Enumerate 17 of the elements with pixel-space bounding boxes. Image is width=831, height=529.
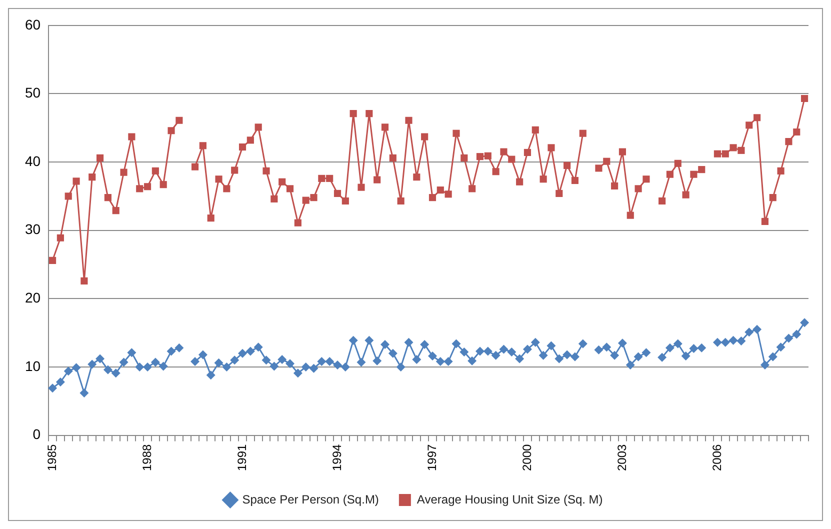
- y-tick-label: 60: [24, 16, 41, 32]
- legend-label: Space Per Person (Sq.M): [242, 492, 379, 506]
- y-tick-label: 30: [24, 221, 41, 238]
- x-tick-label: 2000: [520, 444, 534, 472]
- y-tick-label: 10: [24, 358, 41, 374]
- x-tick-label: 1988: [140, 444, 154, 472]
- y-tick-label: 20: [24, 290, 41, 306]
- x-tick-label: 2006: [710, 444, 724, 472]
- y-tick-label: 40: [24, 152, 41, 169]
- legend-label: Average Housing Unit Size (Sq. M): [416, 492, 603, 506]
- x-tick-label: 2003: [614, 444, 629, 472]
- x-tick-label: 1994: [330, 444, 344, 472]
- x-tick-label: 1991: [234, 444, 249, 472]
- y-tick-label: 50: [24, 84, 41, 101]
- y-tick-label: 0: [32, 426, 41, 442]
- x-tick-label: 1997: [424, 444, 439, 472]
- x-tick-label: 1985: [44, 444, 59, 472]
